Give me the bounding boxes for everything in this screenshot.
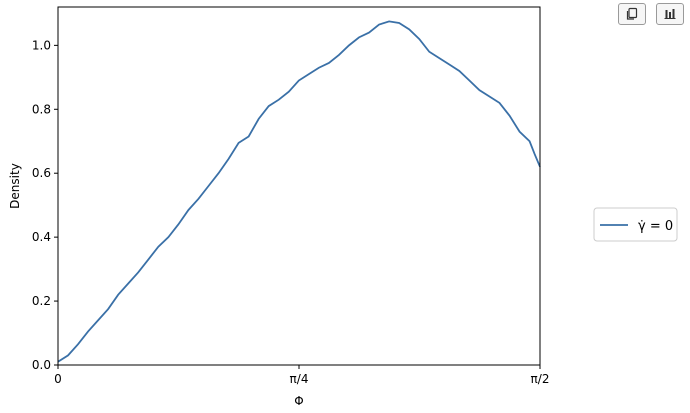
x-tick-label: π/4	[290, 372, 309, 386]
y-tick-label: 0.4	[32, 230, 51, 244]
plot-frame	[57, 6, 541, 366]
legend: γ̇ = 0	[593, 207, 678, 242]
y-tick-label: 0.0	[32, 358, 51, 372]
y-tick-label: 0.8	[32, 102, 51, 116]
chart-view-button[interactable]	[656, 3, 684, 25]
legend-label: γ̇ = 0	[638, 219, 673, 234]
copy-icon	[626, 7, 638, 20]
y-tick-label: 0.2	[32, 294, 51, 308]
axis-ticks: 0.0 0.2 0.4 0.6 0.8 1.0 0 π/4 π/2	[32, 38, 550, 386]
y-tick-label: 0.6	[32, 166, 51, 180]
x-axis-label: Φ	[294, 394, 303, 408]
legend-box	[593, 207, 678, 242]
y-axis-label: Density	[8, 163, 22, 209]
series-line-gamma-dot-0	[57, 20, 541, 363]
x-tick-label: π/2	[531, 372, 550, 386]
copy-button[interactable]	[618, 3, 646, 25]
x-tick-label: 0	[54, 372, 62, 386]
y-tick-label: 1.0	[32, 38, 51, 52]
bar-chart-icon	[664, 9, 676, 19]
